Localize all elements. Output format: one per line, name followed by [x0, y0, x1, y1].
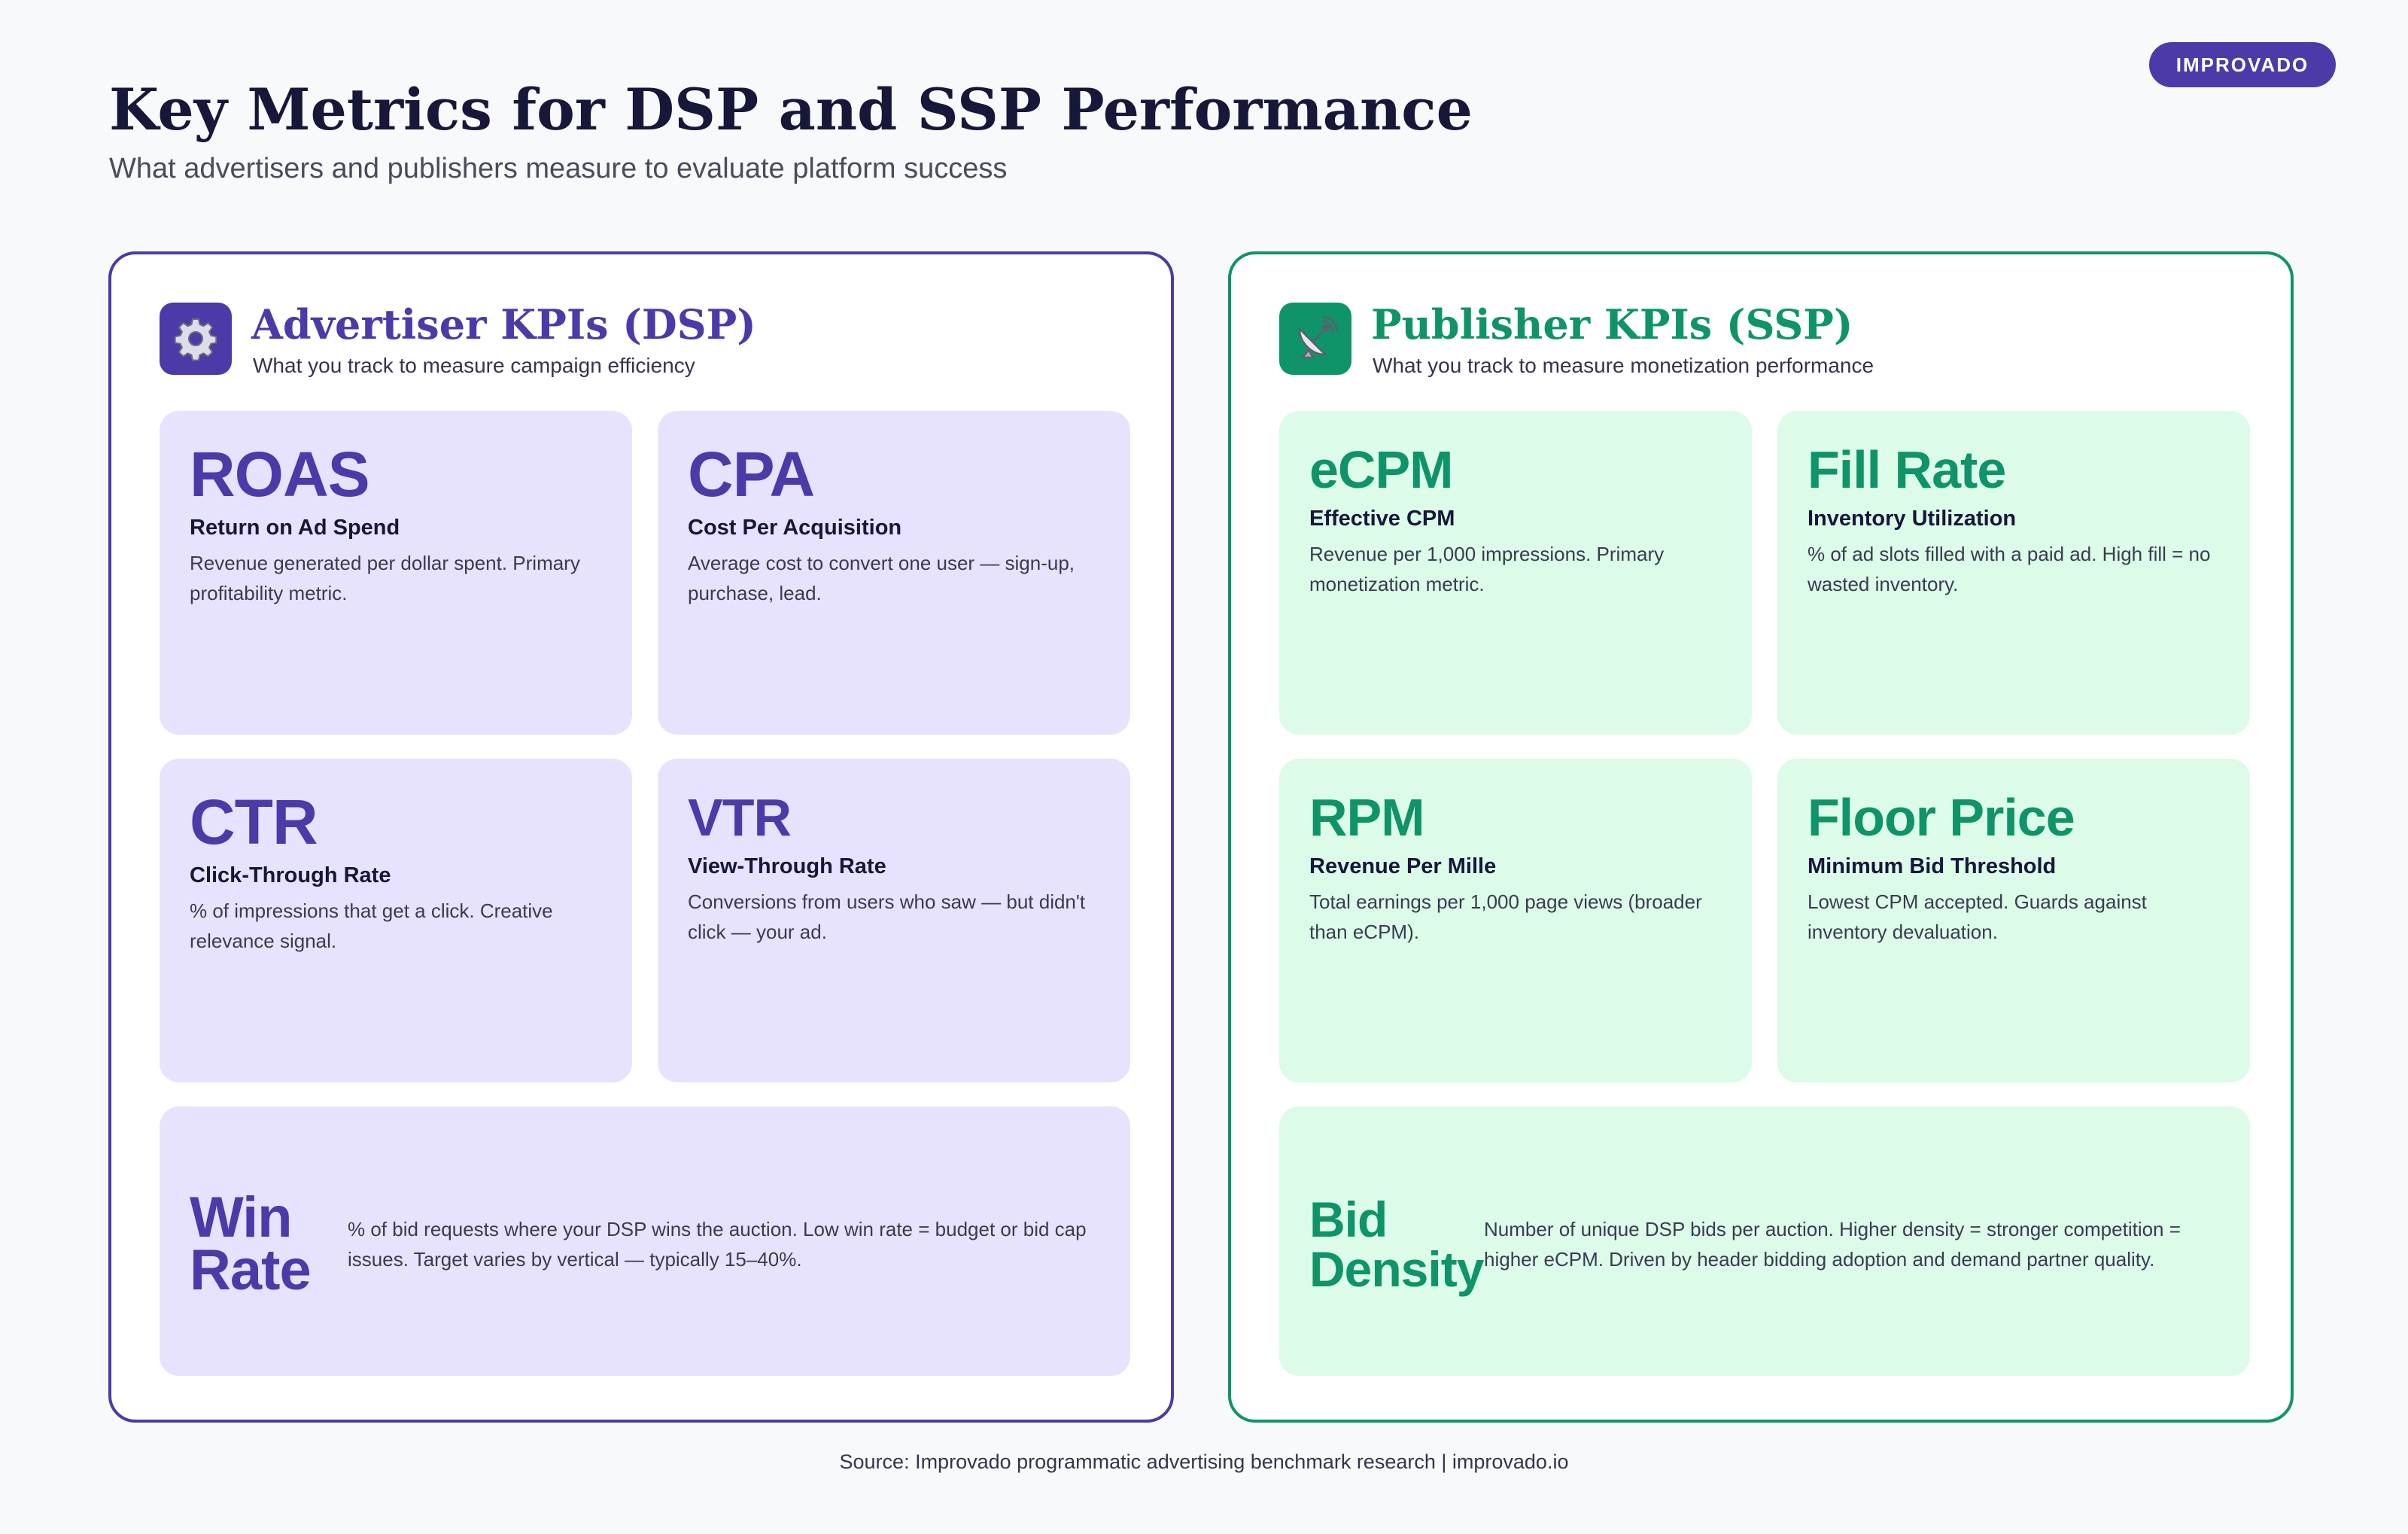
kpi-desc: Number of unique DSP bids per auction. H… — [1484, 1218, 2181, 1271]
kpi-name: Revenue Per Mille — [1309, 854, 1497, 878]
panel-subtitle: What you track to measure campaign effic… — [253, 354, 695, 377]
kpi-card-ecpm: eCPM Effective CPM Revenue per 1,000 imp… — [1279, 411, 1752, 735]
panel-title: Advertiser KPIs (DSP) — [251, 300, 756, 348]
kpi-abbr: RPM — [1309, 788, 1425, 847]
kpi-abbr: Fill Rate — [1808, 440, 2006, 499]
kpi-name: View-Through Rate — [688, 854, 886, 878]
kpi-abbr: Floor Price — [1808, 788, 2075, 847]
gear-icon — [160, 303, 232, 375]
kpi-abbr: VTR — [688, 788, 792, 847]
kpi-name: Cost Per Acquisition — [688, 516, 902, 540]
source-footer: Source: Improvado programmatic advertisi… — [839, 1450, 1569, 1473]
kpi-desc: Revenue per 1,000 impressions. Primary m… — [1309, 543, 1665, 595]
kpi-card-vtr: VTR View-Through Rate Conversions from u… — [658, 759, 1130, 1082]
kpi-card-bid-density: Bid Density Number of unique DSP bids pe… — [1279, 1106, 2250, 1376]
kpi-desc: Conversions from users who saw — but did… — [688, 890, 1086, 943]
kpi-abbr: Win Rate — [190, 1186, 312, 1302]
kpi-desc: % of ad slots filled with a paid ad. Hig… — [1808, 543, 2211, 595]
kpi-card-rpm: RPM Revenue Per Mille Total earnings per… — [1279, 759, 1752, 1082]
page-title: Key Metrics for DSP and SSP Performance — [109, 76, 1473, 143]
kpi-desc: Total earnings per 1,000 page views (bro… — [1309, 890, 1702, 943]
kpi-name: Return on Ad Spend — [190, 516, 400, 540]
kpi-card-win-rate: Win Rate % of bid requests where your DS… — [160, 1106, 1130, 1376]
kpi-name: Inventory Utilization — [1808, 507, 2017, 531]
kpi-name: Minimum Bid Threshold — [1808, 854, 2057, 878]
kpi-card-floor-price: Floor Price Minimum Bid Threshold Lowest… — [1777, 759, 2250, 1082]
page-subtitle: What advertisers and publishers measure … — [109, 153, 1008, 184]
kpi-abbr: ROAS — [190, 439, 370, 510]
brand-badge: IMPROVADO — [2149, 42, 2336, 87]
kpi-name: Click-Through Rate — [190, 863, 391, 887]
kpi-card-roas: ROAS Return on Ad Spend Revenue generate… — [160, 411, 632, 735]
publisher-kpis-panel: Publisher KPIs (SSP) What you track to m… — [1228, 251, 2294, 1423]
panel-subtitle: What you track to measure monetization p… — [1373, 354, 1874, 377]
kpi-desc: % of impressions that get a click. Creat… — [190, 899, 553, 952]
kpi-desc: Lowest CPM accepted. Guards against inve… — [1808, 890, 2147, 943]
kpi-card-cpa: CPA Cost Per Acquisition Average cost to… — [658, 411, 1130, 735]
advertiser-kpis-panel: Advertiser KPIs (DSP) What you track to … — [108, 251, 1174, 1423]
kpi-card-ctr: CTR Click-Through Rate % of impressions … — [160, 759, 632, 1082]
kpi-abbr: Bid Density — [1309, 1192, 1484, 1297]
kpi-abbr: CTR — [190, 787, 318, 857]
kpi-desc: % of bid requests where your DSP wins th… — [348, 1218, 1087, 1271]
panel-title: Publisher KPIs (SSP) — [1371, 300, 1853, 348]
kpi-abbr: eCPM — [1309, 440, 1453, 499]
kpi-desc: Average cost to convert one user — sign-… — [688, 552, 1075, 604]
kpi-name: Effective CPM — [1309, 507, 1455, 531]
kpi-abbr: CPA — [688, 439, 815, 510]
satellite-dish-icon — [1279, 303, 1351, 375]
kpi-desc: Revenue generated per dollar spent. Prim… — [190, 552, 580, 604]
kpi-card-fill-rate: Fill Rate Inventory Utilization % of ad … — [1777, 411, 2250, 735]
